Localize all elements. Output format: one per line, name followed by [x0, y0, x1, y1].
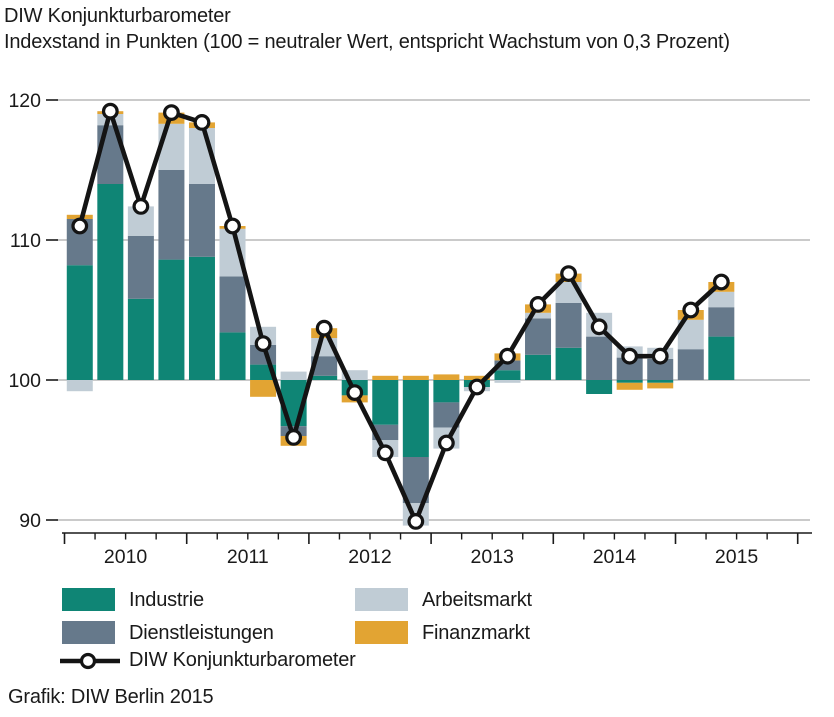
- line-marker-2012Q4: [407, 513, 425, 530]
- bar-segment-dienstleistungen-2014Q1: [555, 303, 582, 348]
- bar-segment-arbeitsmarkt-2015Q2: [708, 291, 735, 308]
- bar-segment-arbeitsmarkt-2011Q4: [280, 371, 307, 380]
- line-marker-2013Q4: [529, 296, 547, 313]
- bar-segment-arbeitsmarkt-2010Q4: [158, 123, 185, 170]
- bar-segment-industrie-2014Q4: [647, 380, 674, 383]
- bar-segment-arbeitsmarkt-2013Q3: [494, 380, 521, 383]
- bar-segment-finanzmarkt-2010Q1: [66, 214, 93, 219]
- line-marker-2012Q1: [315, 319, 333, 337]
- bar-segment-dienstleistungen-2011Q2: [219, 276, 246, 333]
- line-marker-2012Q2: [346, 384, 364, 402]
- line-marker-2015Q1: [682, 301, 700, 319]
- bar-segment-industrie-2010Q1: [66, 265, 93, 380]
- line-marker-2011Q3: [254, 335, 272, 353]
- x-year-label-2010: 2010: [104, 546, 148, 568]
- bar-segment-finanzmarkt-2013Q1: [433, 374, 460, 380]
- line-marker-2015Q2: [712, 273, 730, 291]
- line-marker-2011Q4: [285, 429, 303, 446]
- bar-segment-finanzmarkt-2014Q3: [616, 382, 643, 390]
- chart-subtitle: Indexstand in Punkten (100 = neutraler W…: [4, 31, 730, 53]
- bar-segment-industrie-2012Q4: [402, 380, 429, 457]
- line-marker-2013Q1: [437, 434, 455, 452]
- bar-segment-dienstleistungen-2012Q1: [311, 356, 338, 376]
- bar-segment-industrie-2012Q1: [311, 375, 338, 380]
- x-year-label-2014: 2014: [593, 546, 637, 568]
- line-marker-2010Q2: [101, 102, 119, 120]
- bar-segment-industrie-2013Q3: [494, 370, 521, 380]
- bar-segment-dienstleistungen-2015Q2: [708, 307, 735, 337]
- y-tick-label-90: 90: [19, 510, 41, 532]
- line-marker-2011Q2: [224, 217, 241, 235]
- line-marker-2014Q3: [621, 347, 639, 365]
- source-credit: Grafik: DIW Berlin 2015: [8, 686, 214, 708]
- bar-segment-industrie-2013Q4: [525, 354, 552, 380]
- bar-segment-dienstleistungen-2013Q3: [494, 360, 521, 371]
- line-marker-2011Q1: [193, 113, 211, 131]
- bar-segment-industrie-2010Q4: [158, 259, 185, 380]
- bar-segment-finanzmarkt-2011Q3: [250, 380, 277, 397]
- bar-segment-dienstleistungen-2010Q3: [127, 235, 154, 299]
- y-tick-label-120: 120: [8, 90, 41, 112]
- bar-segment-dienstleistungen-2011Q1: [188, 184, 215, 257]
- y-tick-label-100: 100: [8, 370, 41, 392]
- line-marker-2013Q3: [499, 347, 516, 365]
- bar-segment-arbeitsmarkt-2010Q1: [66, 380, 93, 392]
- bar-segment-dienstleistungen-2014Q3: [616, 357, 643, 380]
- bar-segment-arbeitsmarkt-2013Q4: [525, 312, 552, 319]
- x-year-label-2015: 2015: [715, 546, 759, 568]
- bar-segment-industrie-2012Q3: [372, 380, 399, 425]
- bar-segment-industrie-2010Q2: [97, 184, 124, 380]
- bar-segment-dienstleistungen-2013Q4: [525, 318, 552, 355]
- x-year-label-2013: 2013: [471, 546, 514, 568]
- line-marker-2014Q1: [560, 265, 577, 283]
- line-marker-2010Q4: [163, 104, 180, 121]
- line-marker-2014Q2: [590, 318, 608, 336]
- line-marker-2014Q4: [651, 347, 669, 365]
- line-marker-2012Q3: [376, 444, 394, 462]
- bar-segment-dienstleistungen-2014Q2: [586, 336, 613, 380]
- x-year-label-2011: 2011: [227, 546, 269, 568]
- bar-segment-industrie-2011Q2: [219, 332, 246, 380]
- bar-segment-industrie-2014Q2: [586, 380, 613, 394]
- line-marker-2010Q1: [71, 217, 89, 235]
- bar-segment-arbeitsmarkt-2012Q2: [341, 370, 368, 380]
- bar-segment-finanzmarkt-2013Q2: [463, 375, 490, 380]
- bar-segment-dienstleistungen-2014Q4: [647, 359, 674, 380]
- line-marker-2010Q3: [132, 197, 150, 215]
- bar-segment-industrie-2010Q3: [127, 298, 154, 380]
- bar-segment-dienstleistungen-2010Q4: [158, 170, 185, 260]
- bar-segment-finanzmarkt-2012Q3: [372, 375, 399, 380]
- bar-segment-industrie-2011Q1: [188, 256, 215, 380]
- bar-segment-finanzmarkt-2014Q4: [647, 382, 674, 389]
- bar-segment-industrie-2015Q2: [708, 336, 735, 380]
- bar-segment-industrie-2014Q1: [555, 347, 582, 380]
- bar-segment-dienstleistungen-2015Q1: [677, 349, 704, 380]
- bar-segment-finanzmarkt-2012Q4: [402, 375, 429, 380]
- x-year-label-2012: 2012: [348, 546, 391, 568]
- y-tick-label-110: 110: [10, 230, 41, 252]
- line-marker-2013Q2: [468, 378, 486, 396]
- page-title: DIW Konjunkturbarometer: [4, 5, 231, 27]
- bar-segment-industrie-2014Q3: [616, 380, 643, 383]
- barometer-line: [77, 108, 724, 524]
- bar-segment-industrie-2013Q1: [433, 380, 460, 403]
